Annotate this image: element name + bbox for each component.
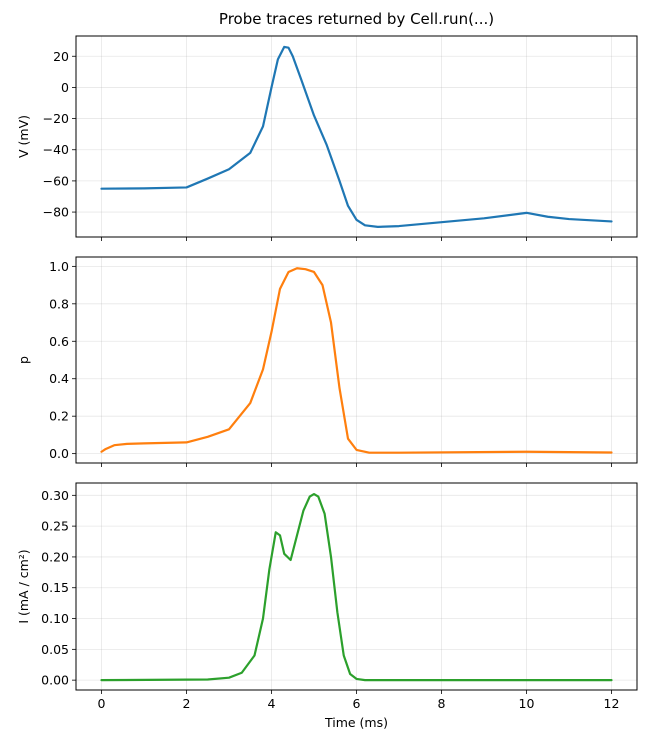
- x-tick-label: 10: [519, 696, 535, 711]
- y-tick-label: 0.2: [49, 409, 69, 424]
- panel-3: 0 2 4 6 8 10 12 0.00 0.05 0.10 0.15 0.20 0.25 0.30 I (…: [16, 482, 638, 711]
- panel-1: 20 0 −20 −40 −60 −80 V (mV): [16, 35, 638, 241]
- y-tick-label: 0.25: [41, 519, 69, 534]
- x-tick-label: 6: [353, 696, 361, 711]
- y-tick-label: −20: [43, 111, 69, 126]
- y-tick-label: 0.05: [41, 642, 69, 657]
- x-tick-label: 8: [438, 696, 446, 711]
- x-tick-label: 12: [604, 696, 620, 711]
- x-tick-label: 2: [183, 696, 191, 711]
- x-axis-label: Time (ms): [324, 715, 388, 730]
- series-line-2: [100, 267, 613, 454]
- series-line-3: [100, 492, 613, 682]
- y-tick-label: 0.6: [49, 334, 69, 349]
- y-tick-label: 0.30: [41, 488, 69, 503]
- y-tick-label: 0.20: [41, 549, 69, 564]
- x-tick-label: 0: [98, 696, 106, 711]
- series-line-1: [100, 45, 613, 228]
- y-tick-label: 0: [61, 80, 69, 95]
- y-tick-label: 20: [53, 49, 69, 64]
- y-tick-label: 0.10: [41, 611, 69, 626]
- y-axis-label: V (mV): [16, 115, 31, 158]
- y-tick-label: −60: [43, 173, 69, 188]
- panel-2: 0.0 0.2 0.4 0.6 0.8 1.0 p: [16, 256, 638, 467]
- y-tick-label: 0.15: [41, 580, 69, 595]
- y-tick-label: 0.8: [49, 296, 69, 311]
- y-tick-label: 0.00: [41, 673, 69, 688]
- x-tick-label: 4: [268, 696, 276, 711]
- y-axis-label: I (mA / cm²): [16, 549, 31, 623]
- y-axis-label: p: [16, 356, 31, 364]
- y-tick-label: 1.0: [49, 259, 69, 274]
- y-tick-label: 0.4: [49, 371, 69, 386]
- y-tick-label: −80: [43, 205, 69, 220]
- y-tick-label: −40: [43, 142, 69, 157]
- chart-title: Probe traces returned by Cell.run(...): [219, 10, 494, 28]
- y-tick-label: 0.0: [49, 446, 69, 461]
